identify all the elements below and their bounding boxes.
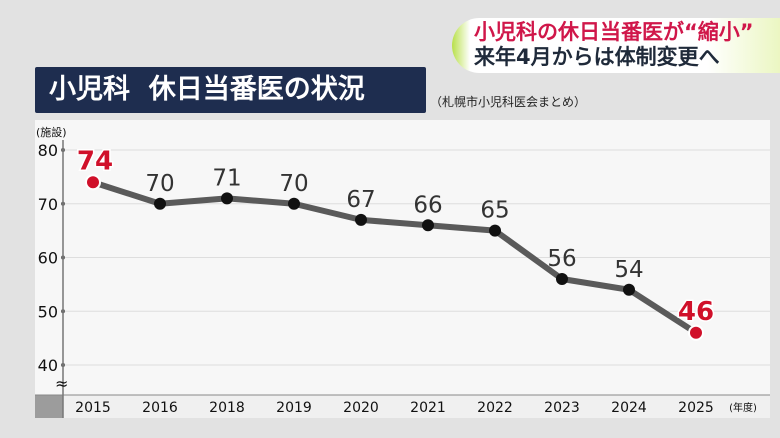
x-tick-label: 2018 <box>209 400 245 416</box>
headline-banner: 小児科の休日当番医が“縮小” 来年4月からは体制変更へ <box>452 18 780 73</box>
x-tick-label: 2019 <box>276 400 312 416</box>
data-point <box>154 197 166 210</box>
data-label: 67 <box>346 187 375 213</box>
source-note: （札幌市小児科医会まとめ） <box>430 95 587 109</box>
axis-break-mark: ≈ <box>55 374 68 393</box>
x-tick-label: 2021 <box>410 400 446 416</box>
x-tick-label: 2023 <box>544 400 580 416</box>
data-label: 54 <box>614 257 643 283</box>
y-tick-label: 50 <box>38 302 58 321</box>
y-tick-label: 60 <box>38 249 58 268</box>
data-label: 46 <box>678 297 714 327</box>
x-axis-band <box>35 395 770 418</box>
axis-corner <box>35 395 63 418</box>
data-point <box>623 283 635 296</box>
data-label: 70 <box>279 171 308 197</box>
data-point <box>688 324 704 341</box>
data-point <box>556 273 568 285</box>
data-point <box>422 219 434 232</box>
x-tick-label: 2015 <box>75 400 111 416</box>
headline-line2: 来年4月からは体制変更へ <box>474 45 720 69</box>
data-label: 56 <box>547 246 576 272</box>
x-tick-label: 2020 <box>343 400 379 416</box>
data-label: 71 <box>212 165 241 191</box>
x-tick-label: 2022 <box>477 400 513 416</box>
data-label: 65 <box>480 198 509 224</box>
data-point <box>221 192 233 205</box>
headline-line1: 小児科の休日当番医が“縮小” <box>474 20 754 44</box>
data-point <box>489 224 501 237</box>
data-point <box>288 197 300 210</box>
y-axis-label: (施設) <box>36 125 67 139</box>
y-tick-label: 80 <box>38 141 58 160</box>
data-point <box>355 213 367 226</box>
chart-title: 小児科 休日当番医の状況 <box>35 67 426 113</box>
data-label: 66 <box>413 192 442 218</box>
series-line <box>92 179 698 336</box>
x-tick-label: 2025 <box>678 400 714 416</box>
data-label: 74 <box>77 146 113 176</box>
data-point <box>85 174 101 191</box>
chart-panel <box>35 120 770 418</box>
data-label: 70 <box>145 171 174 197</box>
x-axis-label: (年度) <box>729 401 757 414</box>
y-tick-label: 70 <box>38 195 58 214</box>
y-tick-label: 40 <box>38 356 58 375</box>
x-tick-label: 2024 <box>611 400 647 416</box>
x-tick-label: 2016 <box>142 400 178 416</box>
